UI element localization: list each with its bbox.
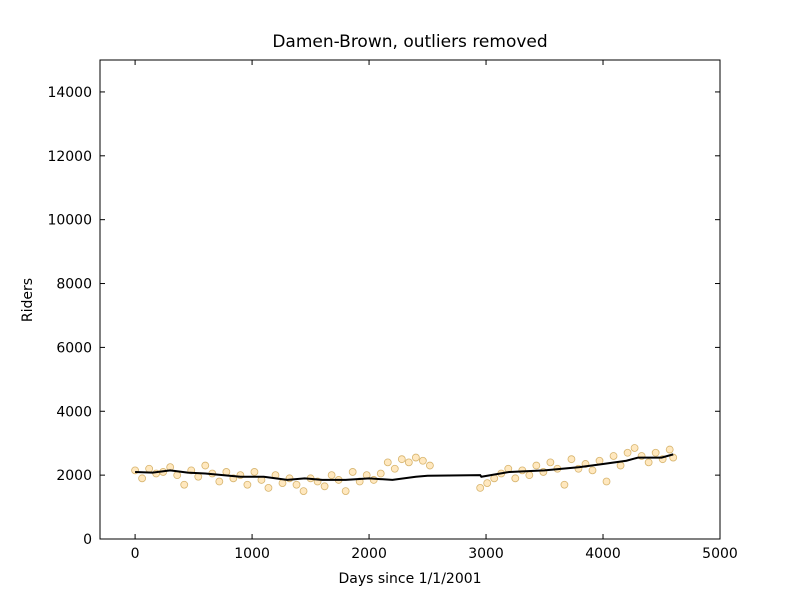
x-tick-label: 5000: [702, 546, 738, 562]
x-tick-label: 2000: [351, 546, 387, 562]
data-point: [404, 458, 413, 467]
data-point: [327, 471, 336, 480]
data-point: [418, 456, 427, 465]
data-point: [476, 484, 485, 492]
y-tick-label: 14000: [47, 85, 92, 101]
x-tick-label: 0: [131, 546, 140, 562]
data-point: [201, 461, 210, 470]
data-point: [369, 476, 378, 484]
y-tick-label: 0: [83, 532, 92, 548]
data-point: [397, 455, 406, 464]
data-point: [623, 448, 632, 457]
data-point: [616, 461, 625, 470]
data-point: [138, 474, 147, 483]
data-point: [341, 487, 350, 496]
data-point: [376, 469, 385, 478]
y-axis-label: Riders: [20, 278, 36, 322]
data-point: [525, 471, 534, 480]
x-axis-label: Days since 1/1/2001: [338, 571, 481, 587]
data-point: [278, 479, 287, 488]
data-point: [264, 484, 273, 492]
data-point: [348, 468, 357, 476]
data-point: [644, 458, 653, 467]
data-point: [299, 487, 308, 496]
plot-frame: [99, 59, 721, 540]
x-tick-label: 4000: [585, 546, 621, 562]
data-point: [483, 479, 492, 488]
data-point: [250, 468, 259, 476]
y-tick-label: 4000: [56, 404, 92, 420]
data-point: [665, 445, 674, 454]
y-tick-label: 8000: [56, 277, 92, 293]
data-point: [567, 455, 576, 464]
data-point: [651, 448, 660, 457]
data-point: [145, 464, 154, 473]
data-point: [173, 471, 182, 480]
data-point: [511, 474, 520, 483]
y-tick-label: 2000: [56, 468, 92, 484]
data-point: [215, 477, 224, 486]
data-point: [411, 453, 420, 462]
data-point: [609, 452, 618, 460]
data-point: [560, 480, 569, 489]
data-point: [243, 480, 252, 489]
y-tick-label: 12000: [47, 149, 92, 165]
data-point: [532, 461, 541, 470]
x-tick-label: 1000: [234, 546, 270, 562]
data-point: [320, 482, 329, 491]
data-point: [383, 458, 392, 467]
data-point: [180, 480, 189, 489]
data-point: [292, 480, 301, 489]
data-point: [602, 477, 611, 486]
y-tick-label: 6000: [56, 340, 92, 356]
data-point: [425, 461, 434, 470]
x-tick-label: 3000: [468, 546, 504, 562]
trend-line: [135, 453, 674, 481]
data-point: [546, 458, 555, 467]
data-point: [390, 464, 399, 473]
y-tick-label: 10000: [47, 213, 92, 229]
chart-title: Damen-Brown, outliers removed: [272, 32, 547, 52]
data-point: [630, 444, 639, 452]
data-point: [588, 466, 597, 475]
